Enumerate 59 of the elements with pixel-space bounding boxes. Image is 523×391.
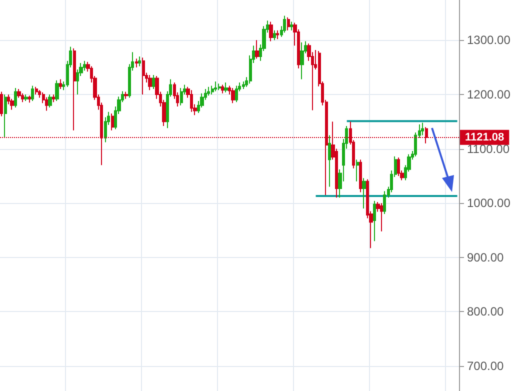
- candlestick: [273, 30, 276, 41]
- candlestick: [283, 15, 286, 34]
- candlestick: [300, 42, 304, 80]
- candlestick: [214, 80, 217, 92]
- candlestick: [21, 92, 24, 103]
- candlestick: [276, 30, 279, 40]
- candlestick: [48, 94, 52, 108]
- candlestick: [287, 16, 290, 31]
- candlestick: [224, 82, 228, 93]
- candlestick: [242, 80, 245, 90]
- candlestick: [28, 95, 31, 104]
- candlestick: [45, 96, 48, 112]
- candlestick: [383, 190, 386, 214]
- y-tick-label: 700.00: [467, 359, 504, 374]
- candlestick: [255, 40, 259, 60]
- candlestick: [421, 122, 424, 136]
- candlestick: [397, 156, 400, 176]
- candlestick: [235, 85, 238, 103]
- candlestick: [4, 94, 7, 138]
- candlestick: [111, 113, 114, 131]
- candlestick: [221, 84, 224, 94]
- candlestick: [59, 78, 62, 90]
- candlestick: [73, 48, 76, 131]
- candlestick: [31, 85, 34, 102]
- candlestick: [356, 159, 359, 182]
- candlestick: [362, 178, 366, 210]
- candlestick: [290, 21, 293, 31]
- candlestick: [55, 80, 59, 102]
- candlestick: [35, 86, 38, 95]
- candlestick: [211, 85, 214, 95]
- candlestick: [17, 88, 21, 98]
- candlestick: [269, 21, 273, 42]
- y-tick-label: 1300.00: [467, 33, 511, 48]
- ref-line-label: 1121.08: [465, 131, 504, 144]
- candlestick: [380, 202, 383, 232]
- candlestick: [231, 87, 235, 104]
- candlestick: [52, 94, 55, 103]
- candlestick: [0, 91, 3, 117]
- y-tick-label: 1200.00: [467, 87, 511, 102]
- candlestick: [24, 94, 28, 102]
- y-tick-label: 1000.00: [467, 196, 511, 210]
- candlestick: [135, 58, 138, 68]
- candlestick: [152, 74, 155, 90]
- candlestick: [10, 98, 14, 110]
- candlestick: [359, 159, 362, 193]
- candlestick: [373, 200, 376, 242]
- y-tick-label: 1100.00: [467, 142, 510, 156]
- candlestick: [124, 91, 128, 100]
- candlestick: [148, 74, 152, 91]
- candlestick: [218, 83, 221, 91]
- candlestick: [328, 134, 331, 188]
- candlestick: [207, 86, 210, 96]
- candlestick: [180, 87, 183, 106]
- candlestick: [138, 56, 141, 67]
- candlestick: [14, 87, 17, 108]
- candlestick: [190, 90, 193, 112]
- y-tick-label: 800.00: [467, 304, 504, 319]
- candlestick: [142, 57, 145, 95]
- y-tick-label: 900.00: [467, 250, 504, 264]
